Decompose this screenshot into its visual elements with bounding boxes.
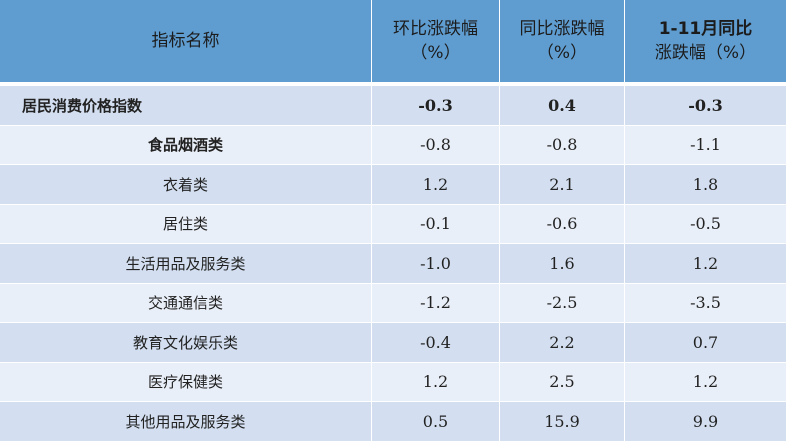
value-yoy: -0.6 — [500, 204, 625, 244]
value-mom: -1.2 — [372, 283, 500, 323]
value-yoy: -2.5 — [500, 283, 625, 323]
header-text: 1-11月同比 — [658, 19, 753, 39]
value-yoy: -0.8 — [500, 125, 625, 165]
value-mom: -0.8 — [372, 125, 500, 165]
indicator-name: 居住类 — [0, 204, 372, 244]
indicator-name: 教育文化娱乐类 — [0, 323, 372, 363]
table-row: 生活用品及服务类 -1.0 1.6 1.2 — [0, 244, 787, 284]
value-mom: 1.2 — [372, 362, 500, 402]
table-row: 居民消费价格指数 -0.3 0.4 -0.3 — [0, 86, 787, 126]
indicator-name: 交通通信类 — [0, 283, 372, 323]
table-row: 医疗保健类 1.2 2.5 1.2 — [0, 362, 787, 402]
table-row: 教育文化娱乐类 -0.4 2.2 0.7 — [0, 323, 787, 363]
value-ytd: 1.2 — [625, 362, 787, 402]
header-row: 指标名称 环比涨跌幅（%） 同比涨跌幅（%） 1-11月同比 涨跌幅（%） — [0, 0, 787, 86]
value-mom: -1.0 — [372, 244, 500, 284]
value-ytd: 1.8 — [625, 165, 787, 205]
value-ytd: -0.3 — [625, 86, 787, 126]
header-text: 指标名称 — [151, 31, 220, 51]
indicator-name: 其他用品及服务类 — [0, 402, 372, 442]
header-yoy: 同比涨跌幅（%） — [500, 0, 625, 86]
indicator-name: 居民消费价格指数 — [0, 86, 372, 126]
header-mom: 环比涨跌幅（%） — [372, 0, 500, 86]
value-mom: 1.2 — [372, 165, 500, 205]
value-ytd: 0.7 — [625, 323, 787, 363]
value-ytd: 9.9 — [625, 402, 787, 442]
table-row: 交通通信类 -1.2 -2.5 -3.5 — [0, 283, 787, 323]
value-yoy: 2.1 — [500, 165, 625, 205]
value-mom: -0.4 — [372, 323, 500, 363]
value-ytd: -3.5 — [625, 283, 787, 323]
value-yoy: 15.9 — [500, 402, 625, 442]
table-row: 食品烟酒类 -0.8 -0.8 -1.1 — [0, 125, 787, 165]
value-ytd: -1.1 — [625, 125, 787, 165]
value-ytd: -0.5 — [625, 204, 787, 244]
indicator-name: 医疗保健类 — [0, 362, 372, 402]
header-indicator-name: 指标名称 — [0, 0, 372, 86]
value-mom: -0.1 — [372, 204, 500, 244]
indicator-name: 食品烟酒类 — [0, 125, 372, 165]
header-text: 环比涨跌幅（%） — [393, 19, 478, 63]
value-yoy: 2.5 — [500, 362, 625, 402]
value-yoy: 0.4 — [500, 86, 625, 126]
indicator-name: 生活用品及服务类 — [0, 244, 372, 284]
table-row: 居住类 -0.1 -0.6 -0.5 — [0, 204, 787, 244]
value-yoy: 1.6 — [500, 244, 625, 284]
table-row: 衣着类 1.2 2.1 1.8 — [0, 165, 787, 205]
header-ytd: 1-11月同比 涨跌幅（%） — [625, 0, 787, 86]
header-text: 同比涨跌幅（%） — [519, 19, 605, 63]
value-mom: -0.3 — [372, 86, 500, 126]
header-text: 涨跌幅（%） — [654, 43, 757, 63]
value-mom: 0.5 — [372, 402, 500, 442]
value-yoy: 2.2 — [500, 323, 625, 363]
indicator-name: 衣着类 — [0, 165, 372, 205]
value-ytd: 1.2 — [625, 244, 787, 284]
table-row: 其他用品及服务类 0.5 15.9 9.9 — [0, 402, 787, 442]
